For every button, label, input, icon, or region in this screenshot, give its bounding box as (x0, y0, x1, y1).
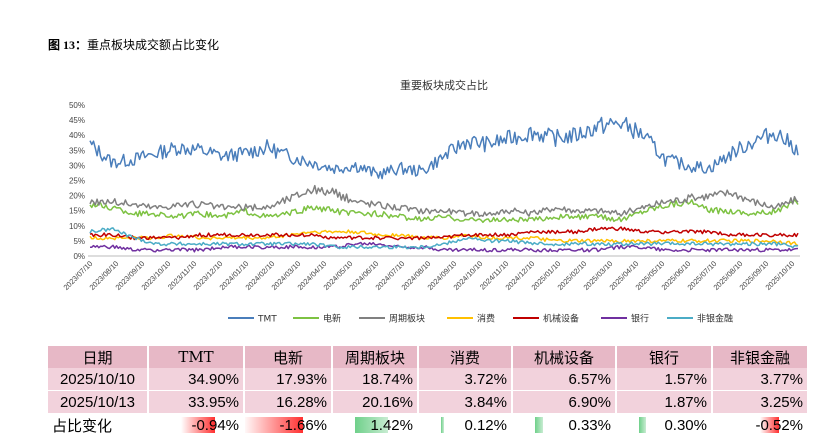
table-cell: 3.25% (712, 391, 808, 414)
change-cell: 0.30% (616, 414, 712, 436)
y-tick-label: 30% (69, 161, 85, 170)
legend-label: 消费 (477, 313, 495, 325)
table-cell: 1.87% (616, 391, 712, 414)
y-tick-label: 45% (69, 116, 85, 125)
column-header: 银行 (616, 346, 712, 368)
table-cell: 18.74% (332, 368, 418, 391)
change-cell: -0.52% (712, 414, 808, 436)
line-chart: 重要板块成交占比50%45%40%35%30%25%20%15%10%5%0%2… (0, 0, 829, 340)
row-date: 2025/10/10 (48, 368, 148, 391)
change-cell: -0.94% (148, 414, 244, 436)
positive-databar (535, 417, 543, 433)
chart-title: 重要板块成交占比 (400, 78, 488, 92)
column-header: 消费 (418, 346, 512, 368)
change-value: 1.42% (370, 417, 413, 434)
change-value: -1.66% (279, 417, 327, 434)
table-cell: 17.93% (244, 368, 332, 391)
table-cell: 33.95% (148, 391, 244, 414)
legend-label: 机械设备 (543, 313, 579, 325)
change-cell: -1.66% (244, 414, 332, 436)
table-cell: 34.90% (148, 368, 244, 391)
positive-databar (639, 417, 646, 433)
legend-label: TMT (257, 315, 277, 325)
column-header: 机械设备 (512, 346, 616, 368)
column-header: 日期 (48, 346, 148, 368)
y-tick-label: 40% (69, 131, 85, 140)
change-value: 0.12% (464, 417, 507, 434)
table-cell: 6.57% (512, 368, 616, 391)
table-cell: 3.77% (712, 368, 808, 391)
table-cell: 20.16% (332, 391, 418, 414)
legend-label: 非银金融 (697, 313, 733, 325)
column-header: 电新 (244, 346, 332, 368)
table-cell: 3.84% (418, 391, 512, 414)
column-header: 周期板块 (332, 346, 418, 368)
y-tick-label: 50% (69, 101, 85, 110)
y-tick-label: 10% (69, 222, 85, 231)
change-cell: 1.42% (332, 414, 418, 436)
change-cell: 0.12% (418, 414, 512, 436)
positive-databar (441, 417, 444, 433)
change-value: -0.52% (755, 417, 803, 434)
row-date: 2025/10/13 (48, 391, 148, 414)
change-cell: 0.33% (512, 414, 616, 436)
y-tick-label: 35% (69, 146, 85, 155)
legend-label: 银行 (631, 313, 649, 325)
column-header: TMT (148, 346, 244, 368)
y-tick-label: 20% (69, 192, 85, 201)
change-value: 0.30% (664, 417, 707, 434)
change-label: 占比变化 (48, 414, 148, 436)
change-value: -0.94% (191, 417, 239, 434)
legend-label: 电新 (323, 313, 341, 325)
column-header: 非银金融 (712, 346, 808, 368)
series-line-TMT (90, 118, 798, 179)
y-tick-label: 5% (73, 237, 85, 246)
y-tick-label: 25% (69, 177, 85, 186)
y-tick-label: 15% (69, 207, 85, 216)
table-cell: 1.57% (616, 368, 712, 391)
table-cell: 3.72% (418, 368, 512, 391)
table-cell: 16.28% (244, 391, 332, 414)
y-tick-label: 0% (73, 252, 85, 261)
change-value: 0.33% (568, 417, 611, 434)
table-cell: 6.90% (512, 391, 616, 414)
series-line-电新 (90, 200, 798, 223)
legend-label: 周期板块 (389, 313, 425, 325)
change-row: 占比变化 -0.94% -1.66% 1.42% 0.12% 0.33% 0.30% -0.5… (48, 414, 808, 436)
